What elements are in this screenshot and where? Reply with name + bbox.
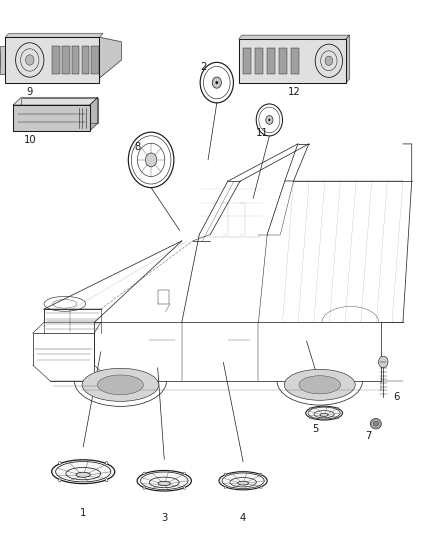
Circle shape — [184, 472, 186, 475]
Polygon shape — [13, 98, 98, 105]
Circle shape — [224, 473, 226, 475]
Ellipse shape — [97, 375, 143, 394]
Bar — [267, 47, 275, 74]
Ellipse shape — [76, 472, 90, 477]
Circle shape — [378, 356, 388, 368]
Text: 10: 10 — [24, 135, 36, 144]
Bar — [291, 47, 299, 74]
Ellipse shape — [52, 458, 115, 482]
Bar — [243, 47, 251, 74]
Ellipse shape — [212, 77, 221, 88]
Circle shape — [268, 119, 270, 121]
Ellipse shape — [373, 421, 378, 426]
Circle shape — [143, 487, 145, 489]
Circle shape — [310, 407, 311, 409]
Ellipse shape — [284, 369, 355, 400]
Ellipse shape — [370, 418, 381, 429]
Bar — [0, 46, 5, 74]
Ellipse shape — [320, 414, 328, 416]
Circle shape — [337, 407, 339, 409]
Circle shape — [184, 487, 186, 489]
Text: 11: 11 — [255, 128, 268, 138]
Bar — [5, 37, 99, 83]
Text: 7: 7 — [365, 431, 371, 441]
Polygon shape — [90, 98, 98, 131]
Bar — [255, 47, 263, 74]
Ellipse shape — [238, 481, 248, 485]
Circle shape — [25, 55, 34, 65]
Circle shape — [224, 486, 226, 488]
Text: 9: 9 — [27, 87, 33, 96]
Circle shape — [325, 56, 333, 66]
Polygon shape — [99, 37, 121, 78]
Bar — [13, 105, 90, 131]
Ellipse shape — [158, 481, 170, 486]
Circle shape — [337, 417, 339, 419]
Circle shape — [106, 462, 108, 465]
Bar — [279, 47, 287, 74]
Circle shape — [106, 479, 108, 482]
Circle shape — [310, 417, 311, 419]
Ellipse shape — [137, 469, 191, 489]
Text: 5: 5 — [312, 424, 318, 434]
Circle shape — [59, 462, 61, 465]
Text: 1: 1 — [80, 508, 86, 518]
Text: 8: 8 — [135, 142, 141, 151]
Bar — [91, 46, 99, 74]
Text: 4: 4 — [240, 513, 246, 523]
Bar — [53, 46, 60, 74]
Circle shape — [215, 81, 218, 84]
Ellipse shape — [219, 470, 267, 488]
Polygon shape — [239, 35, 350, 39]
Circle shape — [143, 472, 145, 475]
Ellipse shape — [306, 405, 343, 419]
Circle shape — [260, 473, 262, 475]
Circle shape — [145, 153, 157, 167]
Ellipse shape — [299, 376, 341, 394]
Ellipse shape — [266, 116, 273, 124]
Polygon shape — [21, 98, 98, 123]
Polygon shape — [346, 35, 350, 83]
Bar — [81, 46, 89, 74]
Text: 12: 12 — [288, 87, 301, 96]
Bar — [239, 39, 346, 83]
Text: 2: 2 — [201, 62, 207, 71]
Circle shape — [59, 479, 61, 482]
Circle shape — [260, 486, 262, 488]
Bar — [72, 46, 79, 74]
Bar — [62, 46, 70, 74]
Ellipse shape — [82, 368, 159, 401]
Text: 3: 3 — [161, 513, 167, 523]
Text: 6: 6 — [393, 392, 399, 402]
Polygon shape — [5, 34, 103, 37]
